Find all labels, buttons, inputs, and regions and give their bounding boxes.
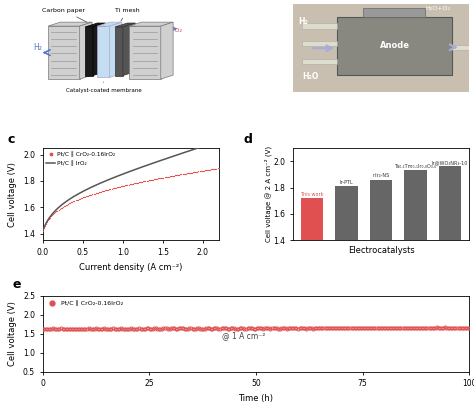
Polygon shape: [161, 22, 173, 79]
Polygon shape: [48, 22, 92, 26]
Polygon shape: [115, 23, 135, 27]
X-axis label: Time (h): Time (h): [238, 394, 273, 403]
Text: Carbon paper: Carbon paper: [42, 8, 87, 22]
Polygon shape: [129, 26, 161, 79]
Text: Ta₀.₁Tm₀.₁Ir₀.₈O₃.₆: Ta₀.₁Tm₀.₁Ir₀.₈O₃.₆: [394, 164, 437, 169]
Polygon shape: [109, 22, 122, 77]
Polygon shape: [93, 23, 105, 76]
Polygon shape: [85, 27, 93, 76]
Text: nIr₄-NS: nIr₄-NS: [373, 173, 390, 178]
Legend: Pt/C ∥ CrO₂-0.16IrO₂: Pt/C ∥ CrO₂-0.16IrO₂: [46, 299, 125, 307]
Bar: [301, 198, 323, 240]
Text: This work: This work: [301, 192, 324, 197]
Text: Ir@WO₃NR₃-10: Ir@WO₃NR₃-10: [432, 160, 468, 165]
Text: Ir-PTL: Ir-PTL: [340, 180, 354, 185]
Bar: [302, 41, 337, 46]
Text: H₂O: H₂O: [140, 60, 153, 66]
Bar: [404, 170, 427, 240]
Text: e: e: [13, 278, 21, 291]
Bar: [336, 186, 358, 240]
Text: Anode: Anode: [380, 41, 410, 50]
Text: d: d: [244, 133, 253, 146]
Bar: [302, 23, 337, 29]
Text: @ 1 A cm⁻²: @ 1 A cm⁻²: [222, 331, 265, 341]
Bar: [439, 166, 461, 240]
Bar: [452, 45, 469, 50]
Polygon shape: [48, 26, 80, 79]
Text: H₂: H₂: [33, 43, 42, 53]
Bar: [302, 59, 337, 64]
X-axis label: Current density (A cm⁻²): Current density (A cm⁻²): [79, 263, 182, 271]
Text: H₂O: H₂O: [302, 72, 318, 81]
Y-axis label: Cell voltage (V): Cell voltage (V): [9, 162, 18, 227]
Text: b: b: [284, 0, 293, 2]
Y-axis label: Cell voltage @ 2 A cm⁻² (V): Cell voltage @ 2 A cm⁻² (V): [264, 146, 272, 242]
Text: Catalyst-coated membrane: Catalyst-coated membrane: [65, 82, 141, 93]
Polygon shape: [115, 27, 123, 76]
Text: Ti mesh: Ti mesh: [115, 8, 139, 21]
Bar: [364, 8, 425, 17]
Legend: Pt/C ∥ CrO₂-0.16IrO₂, Pt/C ∥ IrO₂: Pt/C ∥ CrO₂-0.16IrO₂, Pt/C ∥ IrO₂: [46, 151, 115, 167]
X-axis label: Electrocatalysts: Electrocatalysts: [348, 246, 414, 255]
Polygon shape: [123, 23, 135, 76]
Polygon shape: [97, 22, 122, 26]
Y-axis label: Cell voltage (V): Cell voltage (V): [9, 301, 18, 366]
Polygon shape: [97, 26, 109, 77]
Bar: [370, 180, 392, 240]
Text: c: c: [8, 133, 15, 146]
Text: H₂: H₂: [298, 17, 308, 26]
Polygon shape: [80, 22, 92, 79]
Text: H₂O+O₂: H₂O+O₂: [425, 6, 450, 11]
Text: H₂O+O₂: H₂O+O₂: [157, 28, 182, 33]
Bar: [337, 17, 452, 75]
Text: a: a: [34, 0, 42, 2]
Polygon shape: [85, 23, 105, 27]
Polygon shape: [129, 22, 173, 26]
